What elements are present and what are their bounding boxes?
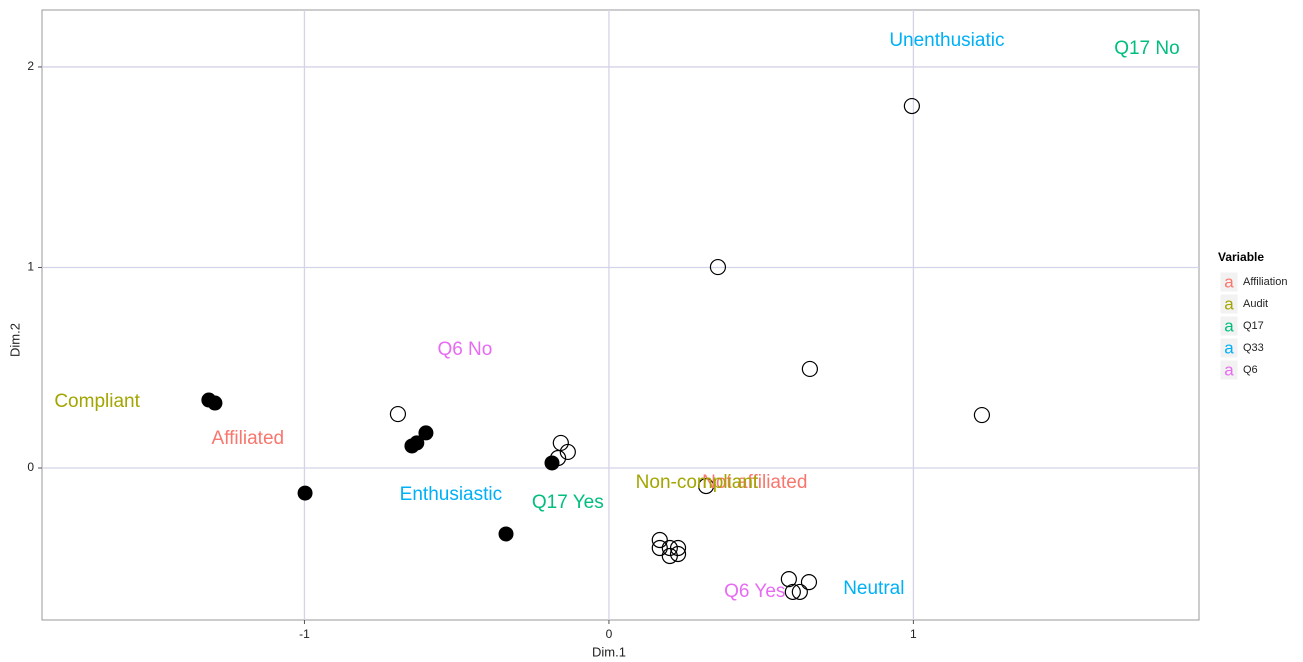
legend-key: a bbox=[1224, 294, 1234, 313]
legend-key: a bbox=[1224, 360, 1234, 379]
open-point bbox=[651, 531, 668, 549]
category-label: Compliant bbox=[54, 391, 140, 412]
category-label: Affiliated bbox=[212, 428, 285, 449]
legend-label: Q33 bbox=[1243, 342, 1264, 354]
open-point bbox=[784, 583, 801, 601]
x-axis-title: Dim.1 bbox=[592, 644, 626, 659]
filled-point bbox=[207, 395, 223, 411]
open-point bbox=[801, 360, 818, 378]
legend-key-box bbox=[1219, 271, 1239, 293]
open-point bbox=[661, 539, 678, 557]
legend-label: Audit bbox=[1243, 298, 1268, 310]
filled-point bbox=[498, 526, 514, 542]
category-label: Unenthusiatic bbox=[889, 30, 1004, 51]
legend-key-box bbox=[1219, 337, 1239, 359]
legend-label: Affiliation bbox=[1243, 276, 1287, 288]
open-point bbox=[661, 547, 678, 565]
category-label: Q17 No bbox=[1114, 38, 1179, 59]
legend-key-box bbox=[1219, 293, 1239, 315]
open-point bbox=[651, 539, 668, 557]
open-point bbox=[973, 406, 991, 424]
open-point bbox=[903, 97, 920, 115]
category-label: Enthusiastic bbox=[400, 484, 502, 505]
legend-key: a bbox=[1224, 338, 1234, 357]
filled-point bbox=[418, 425, 434, 441]
category-label: Q17 Yes bbox=[532, 492, 604, 513]
category-label: Q6 No bbox=[437, 339, 492, 360]
open-point bbox=[549, 449, 567, 467]
x-tick-label: 1 bbox=[910, 627, 917, 641]
open-point bbox=[669, 545, 687, 563]
category-label: Q6 Yes bbox=[724, 581, 785, 602]
legend-label: Q6 bbox=[1243, 364, 1258, 376]
open-point bbox=[709, 258, 727, 276]
y-tick-label: 2 bbox=[27, 59, 34, 73]
y-tick-label: 1 bbox=[27, 260, 34, 274]
filled-point bbox=[297, 485, 313, 501]
legend-title: Variable bbox=[1218, 250, 1264, 264]
legend-key-box bbox=[1219, 315, 1239, 337]
legend-key: a bbox=[1224, 272, 1234, 291]
open-point bbox=[559, 443, 576, 461]
plot-panel bbox=[41, 9, 1200, 621]
y-tick-label: 0 bbox=[27, 460, 34, 474]
legend-key: a bbox=[1224, 316, 1234, 335]
category-label: Neutral bbox=[843, 578, 904, 599]
open-point bbox=[697, 477, 715, 495]
open-point bbox=[780, 570, 797, 588]
filled-point bbox=[409, 435, 425, 451]
legend-label: Q17 bbox=[1243, 320, 1264, 332]
open-point bbox=[389, 405, 407, 423]
open-point bbox=[791, 583, 808, 601]
x-tick-label: 0 bbox=[606, 627, 613, 641]
category-label: Not affiliated bbox=[702, 472, 807, 493]
open-point bbox=[800, 574, 818, 591]
y-axis-title: Dim.2 bbox=[7, 323, 22, 357]
category-label: Non-compliant bbox=[636, 472, 759, 493]
x-tick-label: -1 bbox=[299, 627, 310, 641]
legend-key-box bbox=[1219, 359, 1239, 381]
